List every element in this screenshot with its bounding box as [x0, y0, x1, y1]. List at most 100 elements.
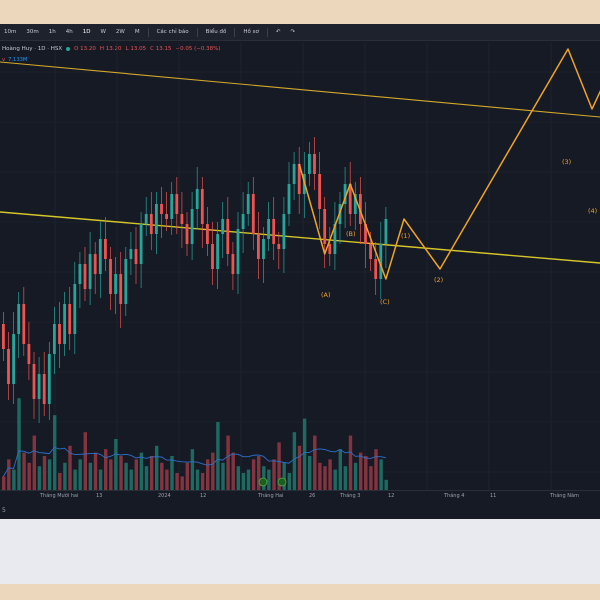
- volume-bar: [129, 469, 133, 490]
- volume-bar: [2, 476, 6, 490]
- volume-bar: [27, 462, 31, 490]
- time-axis[interactable]: Tháng Mười hai 13 2024 12 Tháng Hai 26 T…: [0, 490, 600, 503]
- volume-bar: [257, 456, 261, 490]
- wave-label-2: (2): [434, 276, 443, 284]
- interval-10m[interactable]: 10m: [4, 29, 17, 35]
- time-tick: 26: [309, 493, 316, 499]
- ohlc-change: −0.05 (−0.38%): [175, 46, 221, 52]
- event-markers[interactable]: [258, 477, 287, 487]
- time-tick: 13: [96, 493, 103, 499]
- ohlc-high: H 13.20: [99, 46, 122, 52]
- candle-body: [257, 234, 260, 259]
- interval-30m[interactable]: 30m: [26, 29, 39, 35]
- candle-body: [175, 194, 179, 214]
- event-marker[interactable]: [258, 477, 268, 487]
- undo-icon[interactable]: ↶: [275, 29, 281, 35]
- ohlc-low: L 13.05: [125, 46, 147, 52]
- volume-bar: [216, 422, 220, 490]
- volume-bars: [2, 398, 388, 490]
- upper-trendline[interactable]: [0, 61, 600, 118]
- volume-bar: [42, 456, 47, 490]
- time-tick: Tháng 3: [340, 493, 361, 499]
- volume-bar: [251, 459, 256, 490]
- interval-2w[interactable]: 2W: [115, 29, 125, 35]
- symbol-name[interactable]: Hoàng Huy · 1D · HSX: [2, 46, 63, 52]
- candle-body: [221, 219, 225, 234]
- candle-body: [83, 264, 87, 289]
- volume-bar: [241, 473, 246, 490]
- volume-indicator-legend[interactable]: v 7.133M: [2, 57, 27, 63]
- volume-bar: [63, 462, 67, 490]
- candle-body: [374, 259, 378, 279]
- volume-bar: [384, 479, 388, 490]
- candle-body: [343, 184, 347, 204]
- event-marker[interactable]: [277, 477, 287, 487]
- volume-bar: [73, 469, 77, 490]
- candle-body: [170, 194, 174, 219]
- candle-body: [328, 244, 332, 254]
- interval-4h[interactable]: 4h: [65, 29, 73, 35]
- candle-body: [149, 214, 153, 234]
- volume-bar: [88, 462, 93, 490]
- candle-body: [308, 154, 311, 174]
- volume-bar: [374, 449, 378, 490]
- candle-body: [226, 219, 230, 254]
- price-chart[interactable]: (A) (B) (C) (1) (2) (3) (4): [0, 24, 600, 490]
- interval-m[interactable]: M: [134, 29, 140, 35]
- symbol-legend: Hoàng Huy · 1D · HSX O 13.20 H 13.20 L 1…: [2, 46, 220, 52]
- candle-body: [104, 239, 107, 259]
- candle-body: [124, 259, 128, 304]
- volume-bar: [134, 459, 138, 490]
- candle-body: [93, 254, 97, 274]
- lower-trendline[interactable]: [0, 211, 600, 264]
- redo-icon[interactable]: ↷: [290, 29, 296, 35]
- candle-body: [323, 209, 327, 244]
- profile-button[interactable]: Hồ sơ: [243, 29, 259, 35]
- wave-label-b: (B): [346, 230, 356, 238]
- volume-bar: [98, 469, 103, 490]
- candle-body: [114, 274, 117, 294]
- volume-indicator-label: v: [2, 57, 6, 63]
- candle-body: [236, 229, 240, 274]
- candle-body: [277, 244, 281, 249]
- page-footer-area: [0, 519, 600, 584]
- volume-bar: [78, 459, 82, 490]
- time-tick: 12: [388, 493, 395, 499]
- elliott-wave-drawing[interactable]: [298, 48, 600, 280]
- volume-bar: [267, 469, 271, 490]
- candle-body: [200, 189, 204, 224]
- interval-1d[interactable]: 1D: [82, 29, 91, 35]
- volume-bar: [348, 435, 353, 490]
- time-tick: 12: [200, 493, 207, 499]
- candle-body: [251, 194, 255, 234]
- candle-body: [313, 154, 316, 174]
- volume-bar: [206, 459, 210, 490]
- volume-bar: [211, 452, 215, 490]
- volume-bar: [175, 473, 179, 490]
- candle-body: [119, 274, 123, 304]
- candle-body: [98, 239, 102, 274]
- bottom-panel: 5: [0, 504, 600, 519]
- candle-body: [7, 349, 10, 384]
- candle-body: [139, 224, 143, 264]
- volume-bar: [12, 469, 16, 490]
- volume-bar: [292, 432, 297, 490]
- wave-path: [298, 48, 600, 280]
- market-status-icon: [66, 47, 71, 51]
- candle-body: [369, 244, 372, 259]
- volume-bar: [226, 435, 230, 490]
- volume-bar: [302, 418, 307, 490]
- chart-type-button[interactable]: Biểu đồ: [205, 29, 227, 35]
- indicators-button[interactable]: Các chỉ báo: [156, 29, 189, 35]
- candle-body: [267, 219, 270, 239]
- candle-body: [353, 194, 357, 214]
- candle-body: [359, 194, 362, 224]
- interval-1h[interactable]: 1h: [48, 29, 56, 35]
- candle-body: [384, 219, 388, 244]
- candle-body: [292, 164, 296, 184]
- volume-bar: [369, 466, 373, 490]
- interval-w[interactable]: W: [100, 29, 106, 35]
- candle-body: [134, 249, 138, 264]
- volume-bar: [160, 462, 164, 490]
- toolbar-divider: [147, 27, 149, 37]
